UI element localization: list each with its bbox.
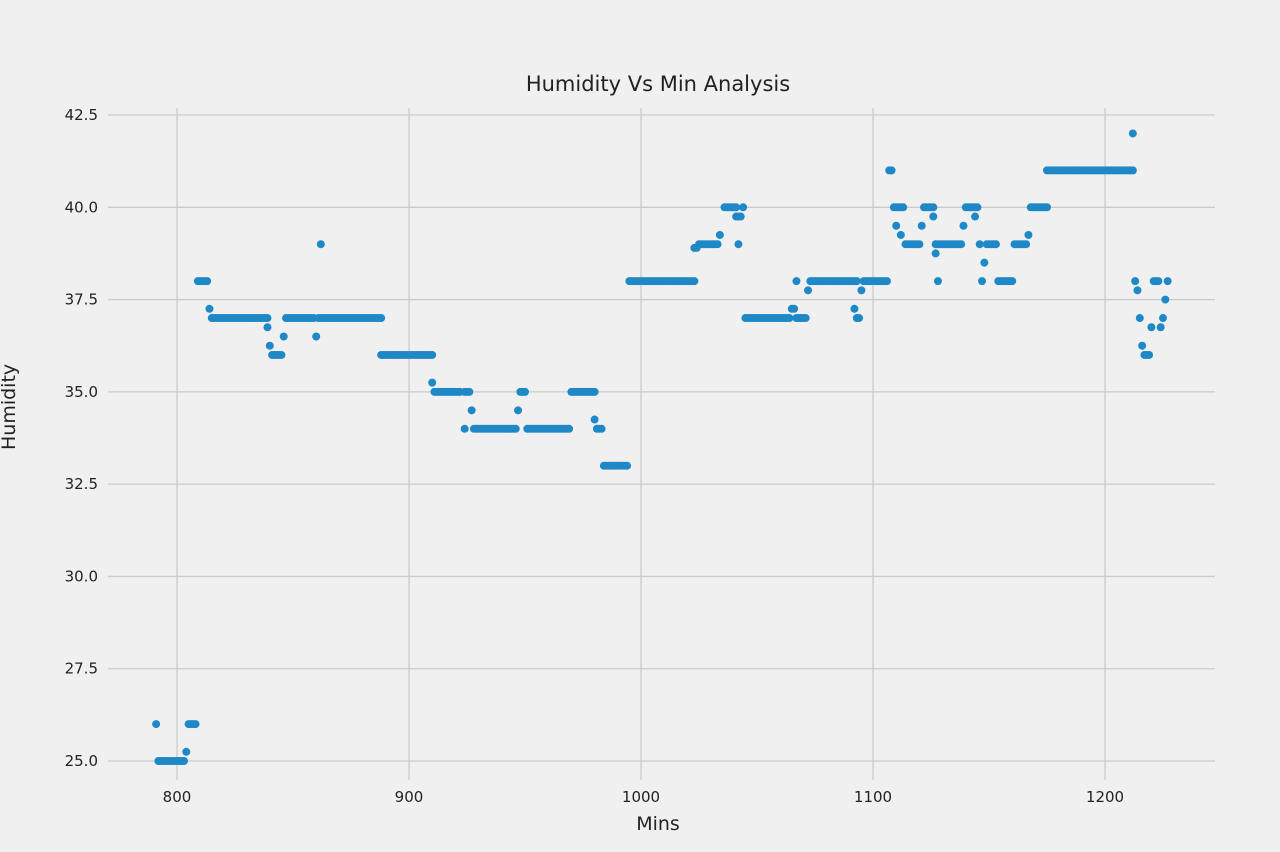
data-point <box>205 304 214 313</box>
data-point <box>917 221 926 230</box>
data-point <box>929 212 938 221</box>
data-point <box>899 203 908 212</box>
data-point <box>978 277 987 286</box>
data-point <box>1008 277 1017 286</box>
data-point <box>312 332 321 341</box>
data-point <box>428 378 437 387</box>
data-point <box>514 406 523 415</box>
data-point <box>623 461 632 470</box>
data-point <box>957 240 966 249</box>
data-point <box>785 314 794 323</box>
data-point <box>1161 295 1170 304</box>
data-point <box>850 304 859 313</box>
data-point <box>1154 277 1163 286</box>
data-point <box>973 203 982 212</box>
data-point <box>1043 203 1051 212</box>
data-point <box>929 203 938 212</box>
data-point <box>1128 166 1137 175</box>
data-points <box>152 129 1172 765</box>
data-point <box>933 277 942 286</box>
y-tick-label: 35.0 <box>65 383 98 401</box>
data-point <box>467 406 476 415</box>
data-point <box>1159 314 1167 323</box>
x-tick-label: 1000 <box>622 788 660 806</box>
x-tick-label: 800 <box>163 788 192 806</box>
data-point <box>931 249 940 258</box>
x-axis-label: Mins <box>636 813 680 835</box>
data-point <box>975 240 984 249</box>
data-point <box>1163 277 1172 286</box>
data-point <box>1133 286 1142 295</box>
data-point <box>713 240 722 249</box>
data-point <box>590 387 599 396</box>
data-point <box>182 747 191 756</box>
axis-ticks: 25.0 27.5 30.0 32.5 35.0 37.5 40.0 42.5 800 900 10… <box>65 106 1125 806</box>
data-point <box>736 212 745 221</box>
y-tick-label: 37.5 <box>65 291 98 309</box>
data-point <box>377 314 386 323</box>
y-tick-label: 25.0 <box>65 752 98 770</box>
data-point <box>465 387 474 396</box>
data-point <box>263 314 272 323</box>
data-point <box>460 424 469 433</box>
data-point <box>263 323 272 332</box>
data-point <box>792 277 801 286</box>
data-point <box>804 286 813 295</box>
data-point <box>857 286 866 295</box>
data-point <box>1138 341 1147 350</box>
y-axis-label: Humidity <box>0 363 20 450</box>
y-tick-label: 40.0 <box>65 198 98 216</box>
data-point <box>790 304 799 313</box>
data-point <box>179 757 188 765</box>
y-tick-label: 30.0 <box>65 567 98 585</box>
data-point <box>980 258 989 267</box>
data-point <box>1128 129 1137 138</box>
data-point <box>959 221 968 230</box>
data-point <box>732 203 741 212</box>
data-point <box>971 212 980 221</box>
data-point <box>1145 350 1154 359</box>
data-point <box>203 277 212 286</box>
y-tick-label: 42.5 <box>65 106 98 124</box>
data-point <box>191 720 200 729</box>
data-point <box>1022 240 1031 249</box>
data-point <box>690 277 699 286</box>
y-tick-label: 27.5 <box>65 660 98 678</box>
data-point <box>801 314 810 323</box>
data-point <box>1131 277 1140 286</box>
data-point <box>1147 323 1156 332</box>
y-tick-label: 32.5 <box>65 475 98 493</box>
data-point <box>521 387 529 396</box>
data-point <box>915 240 924 249</box>
data-point <box>152 720 161 729</box>
data-point <box>316 240 325 249</box>
chart-title: Humidity Vs Min Analysis <box>525 72 791 96</box>
x-tick-label: 1200 <box>1086 788 1124 806</box>
data-point <box>739 203 748 212</box>
data-point <box>511 424 520 433</box>
data-point <box>852 277 861 286</box>
x-tick-label: 1100 <box>854 788 892 806</box>
grid-lines <box>108 108 1215 780</box>
data-point <box>277 350 286 359</box>
data-point <box>715 230 724 239</box>
data-point <box>1024 230 1033 239</box>
x-tick-label: 900 <box>395 788 424 806</box>
data-point <box>565 424 574 433</box>
data-point <box>590 415 599 424</box>
data-point <box>855 314 864 323</box>
data-point <box>1135 314 1144 323</box>
data-point <box>279 332 288 341</box>
data-point <box>597 424 606 433</box>
data-point <box>991 240 1000 249</box>
data-point <box>896 230 905 239</box>
data-point <box>892 221 901 230</box>
data-point <box>265 341 274 350</box>
data-point <box>734 240 743 249</box>
data-point <box>882 277 891 286</box>
data-point <box>887 166 896 175</box>
data-point <box>428 350 437 359</box>
data-point <box>1156 323 1165 332</box>
